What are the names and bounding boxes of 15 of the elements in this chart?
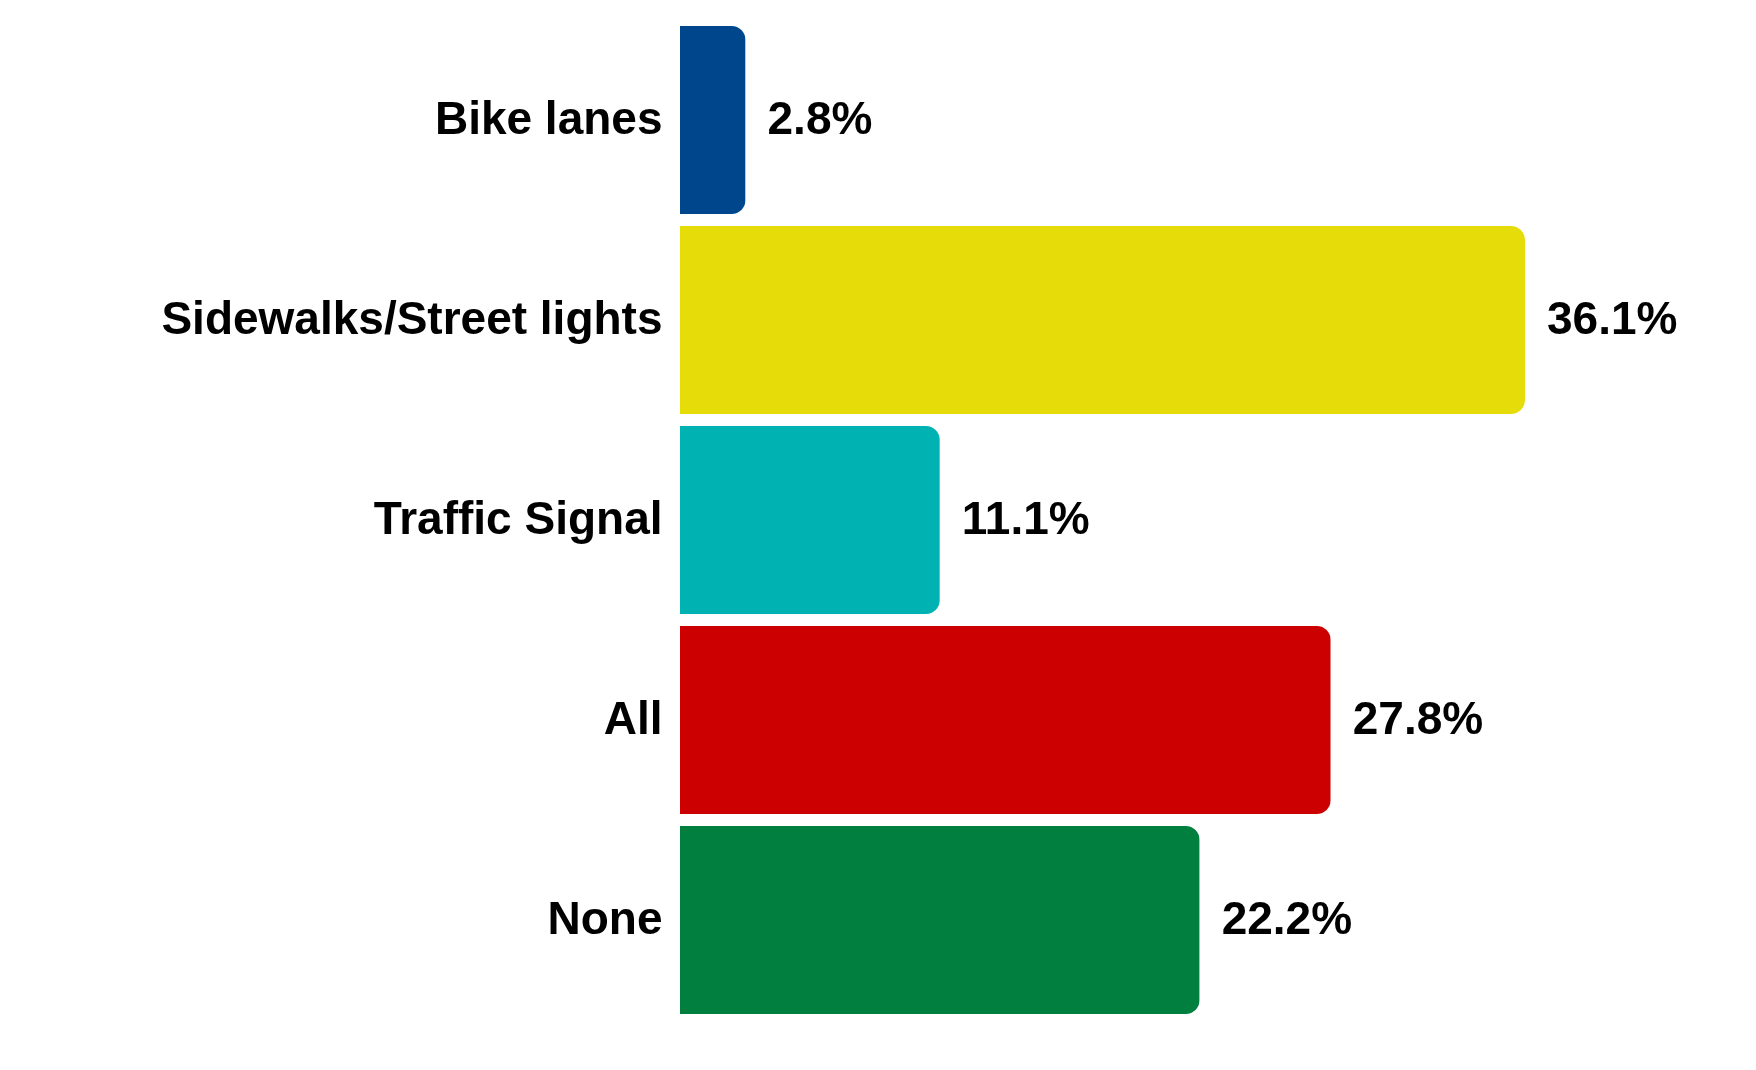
y-tick-label: None [547, 892, 663, 944]
y-tick-label: Sidewalks/Street lights [161, 292, 663, 344]
bar [680, 426, 940, 614]
data-label: 36.1% [1547, 292, 1678, 344]
y-tick-label: Bike lanes [434, 92, 663, 144]
data-label: 22.2% [1221, 892, 1353, 944]
bar [680, 826, 1200, 1014]
bar [680, 226, 1525, 414]
bar [680, 26, 746, 214]
y-tick-label: Traffic Signal [373, 492, 663, 544]
data-label: 2.8% [767, 92, 873, 144]
bar [680, 626, 1331, 814]
y-tick-label: All [603, 692, 663, 744]
data-label: 27.8% [1352, 692, 1484, 744]
data-label: 11.1% [961, 492, 1090, 544]
